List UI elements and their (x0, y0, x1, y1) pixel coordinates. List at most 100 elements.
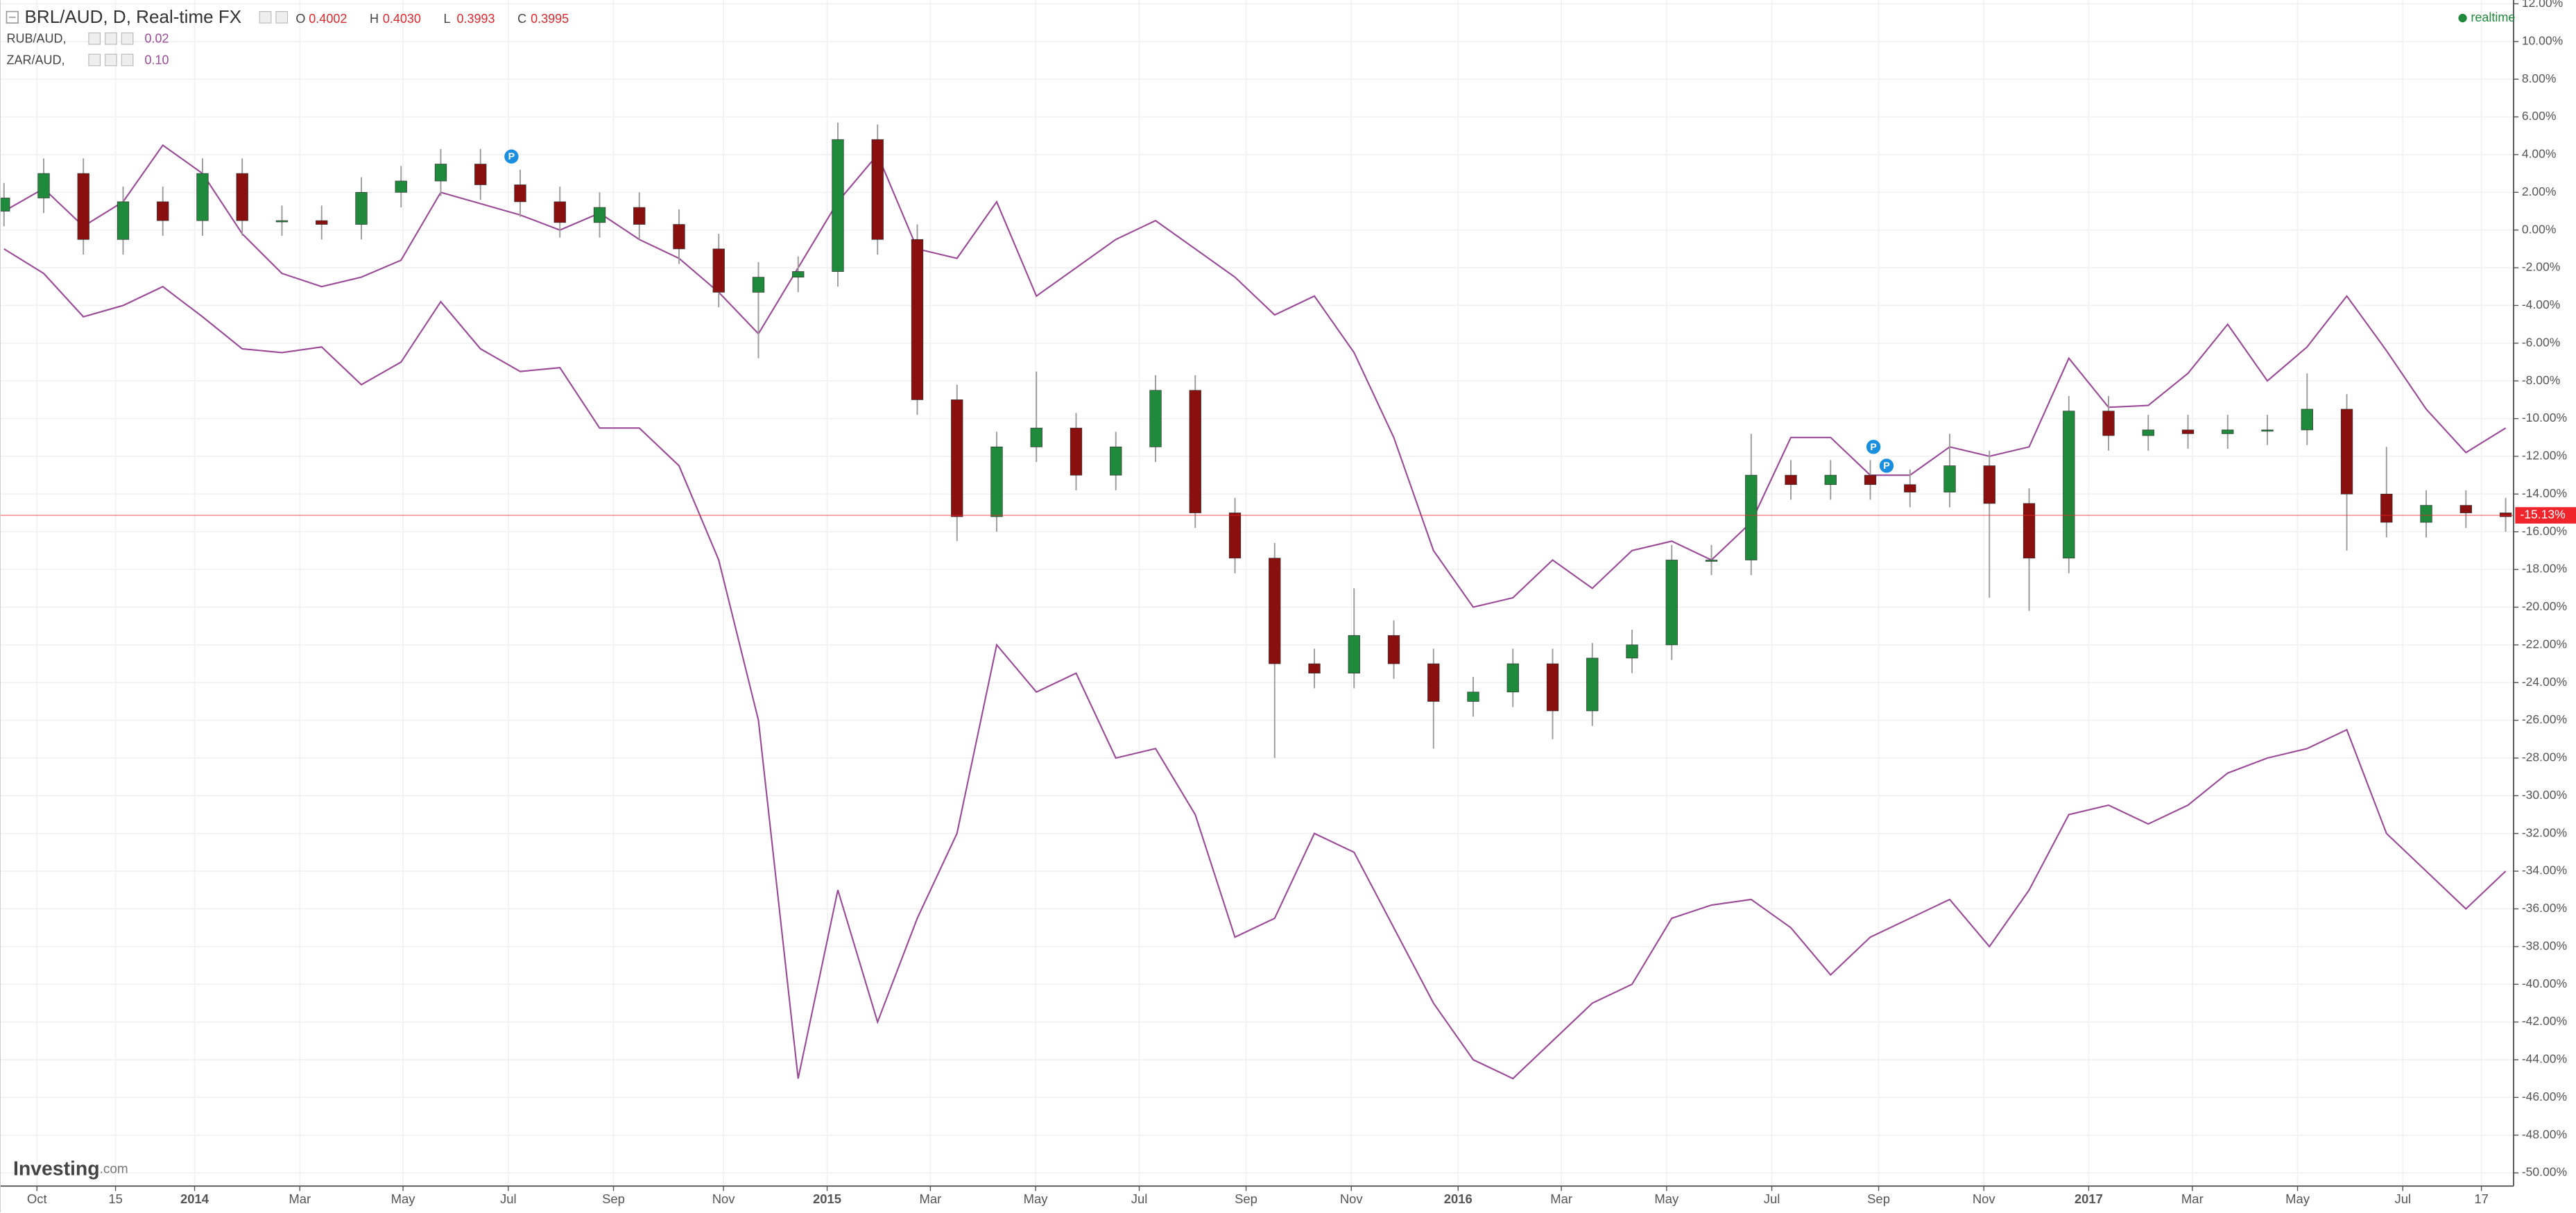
x-tick-label: Jul (1764, 1192, 1780, 1206)
y-tick-label: -40.00% (2522, 977, 2567, 990)
x-tick-label: Mar (2181, 1192, 2204, 1206)
icon[interactable] (88, 53, 101, 67)
y-tick-label: 12.00% (2522, 0, 2563, 10)
legend-name: ZAR/AUD, (6, 53, 65, 67)
collapse-icon[interactable] (6, 10, 19, 24)
icon[interactable] (121, 53, 134, 67)
y-tick-label: 0.00% (2522, 222, 2557, 236)
y-tick-label: -50.00% (2522, 1165, 2567, 1179)
candle-body (792, 271, 805, 278)
quote-value: 0.3995 (531, 12, 569, 26)
candle-body (2340, 408, 2353, 494)
candle-body (1864, 474, 1877, 485)
icon[interactable] (104, 53, 117, 67)
candle-body (990, 447, 1003, 517)
x-tick-label: Jul (500, 1192, 517, 1206)
y-tick-label: -20.00% (2522, 599, 2567, 613)
x-tick-label: May (391, 1192, 416, 1206)
y-tick-label: 6.00% (2522, 109, 2557, 123)
series-line (3, 248, 2507, 1080)
candle-body (1030, 427, 1042, 447)
candle-body (2222, 429, 2234, 434)
chart-title: BRL/AUD, D, Real-time FX (25, 6, 242, 27)
series-line (3, 144, 2507, 608)
candle-body (593, 207, 606, 223)
x-tick-label: 2017 (2075, 1192, 2103, 1206)
y-tick-label: -4.00% (2522, 298, 2561, 311)
y-tick-label: -42.00% (2522, 1014, 2567, 1028)
x-tick-label: 2016 (1444, 1192, 1472, 1206)
y-tick-label: -14.00% (2522, 486, 2567, 500)
candle-body (37, 173, 50, 198)
candle-body (1348, 635, 1360, 673)
candle-body (1904, 484, 1916, 492)
candle-body (1467, 691, 1479, 702)
icon[interactable] (88, 32, 101, 45)
icon[interactable] (121, 32, 134, 45)
y-tick-label: -10.00% (2522, 411, 2567, 424)
candle-body (2261, 429, 2274, 432)
x-tick-label: 2014 (180, 1192, 209, 1206)
y-tick-label: -38.00% (2522, 938, 2567, 952)
candle-body (2023, 503, 2036, 559)
candle-body (1308, 663, 1321, 673)
x-tick-label: Oct (27, 1192, 47, 1206)
x-tick-label: 17 (2474, 1192, 2489, 1206)
quote-name: L (444, 12, 451, 26)
marker[interactable]: P (1878, 457, 1895, 474)
candle-body (1269, 558, 1281, 664)
y-tick-label: -28.00% (2522, 750, 2567, 764)
y-tick-label: -2.00% (2522, 260, 2561, 274)
candle-body (196, 173, 209, 221)
candle-body (1506, 663, 1519, 693)
marker[interactable]: P (1865, 438, 1882, 455)
legend: RUB/AUD, 0.02 ZAR/AUD, 0.10 (6, 32, 169, 67)
candle-body (951, 399, 963, 517)
logo-suffix: .com (100, 1162, 128, 1176)
candle-body (1943, 465, 1956, 492)
marker-circle (1878, 457, 1895, 474)
quote-value: 0.4002 (309, 12, 347, 26)
candle-body (1070, 427, 1083, 476)
marker[interactable]: P (503, 148, 520, 165)
candle-body (1983, 465, 1995, 504)
icon[interactable] (104, 32, 117, 45)
candle-body (1785, 474, 1797, 485)
x-tick-label: Mar (1550, 1192, 1572, 1206)
plot: PPP (0, 122, 2514, 1080)
candle-body (117, 201, 130, 240)
status-dot (2458, 13, 2467, 23)
y-tick-label: 8.00% (2522, 71, 2557, 85)
candle-body (474, 164, 487, 185)
quote-value: 0.3993 (456, 12, 495, 26)
candle-body (395, 180, 407, 193)
icon[interactable] (275, 10, 289, 24)
candle-body (1665, 560, 1678, 646)
status: realtime (2471, 10, 2515, 24)
candle-body (673, 224, 685, 250)
y-tick-label: -22.00% (2522, 637, 2567, 651)
axes: 12.00% 10.00% 8.00% 6.00% 4.00% 2.00% 0.00% -2.… (27, 0, 2576, 1206)
y-tick-label: -30.00% (2522, 788, 2567, 802)
candle-body (1546, 663, 1559, 712)
y-tick-label: -16.00% (2522, 524, 2567, 537)
candle-body (553, 201, 566, 223)
candle-body (434, 164, 447, 182)
candle-body (275, 220, 289, 223)
candle-body (77, 173, 89, 240)
quote-name: C (517, 12, 526, 26)
quote: O 0.4002 H 0.4030 L 0.3993 C 0.3995 (295, 12, 569, 26)
y-tick-label: -48.00% (2522, 1127, 2567, 1141)
y-tick-label: -24.00% (2522, 675, 2567, 689)
candle-body (2499, 513, 2512, 517)
x-tick-label: Nov (1973, 1192, 1996, 1206)
candle-body (1228, 513, 1242, 559)
icon[interactable] (259, 10, 272, 24)
candle-body (633, 207, 646, 225)
candle-body (2181, 429, 2195, 434)
y-tick-label: -12.00% (2522, 449, 2567, 463)
candle-body (1745, 474, 1758, 560)
candle-body (2420, 505, 2432, 523)
y-tick-label: -34.00% (2522, 863, 2567, 877)
